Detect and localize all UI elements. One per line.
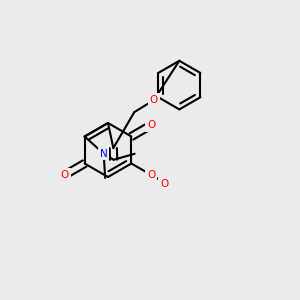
Text: N: N [100,149,108,159]
Text: O: O [147,120,155,130]
Text: O: O [150,95,158,105]
Text: O: O [147,170,155,180]
Text: O: O [61,170,69,180]
Text: O: O [160,179,168,189]
